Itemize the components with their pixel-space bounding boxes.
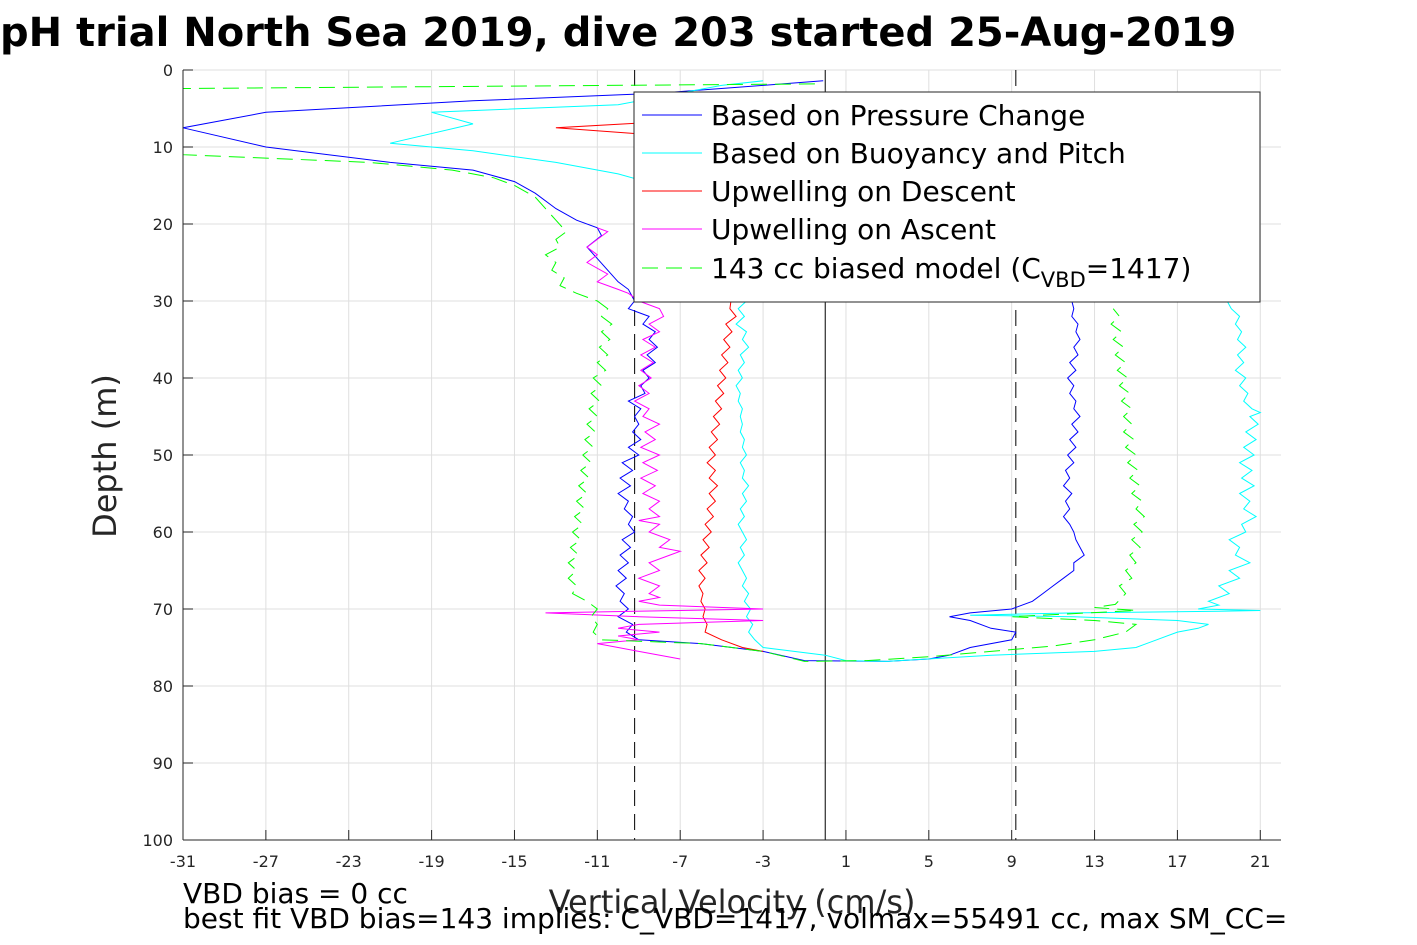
y-tick-label-4: 40 (153, 369, 173, 388)
x-tick-labels: -31 -27 -23 -19 -15 -11 -7 -3 1 5 9 13 17 21 (170, 852, 1271, 871)
note-vbd-bias: VBD bias = 0 cc (183, 877, 408, 910)
x-tick-label-8: 1 (841, 852, 851, 871)
x-tick-label-4: -15 (501, 852, 527, 871)
x-tick-label-9: 5 (924, 852, 934, 871)
y-tick-label-6: 60 (153, 523, 173, 542)
y-tick-label-1: 10 (153, 138, 173, 157)
series-line-1 (390, 80, 1262, 662)
y-tick-labels: 0 10 20 30 40 50 60 70 80 90 100 (142, 61, 173, 850)
chart-title: pH trial North Sea 2019, dive 203 starte… (0, 10, 1236, 56)
y-tick-label-5: 50 (153, 446, 173, 465)
legend-entry-4-pre: 143 cc biased model (C (711, 252, 1041, 285)
y-tick-label-7: 70 (153, 600, 173, 619)
legend-entry-4-post: =1417) (1086, 252, 1192, 285)
series-group (182, 80, 1262, 662)
legend-box (633, 91, 1261, 303)
note-best-fit: best fit VBD bias=143 implies: C_VBD=141… (183, 902, 1287, 935)
legend-entry-0: Based on Pressure Change (711, 99, 1085, 132)
legend: Based on Pressure Change Based on Buoyan… (633, 91, 1261, 303)
y-axis-label: Depth (m) (86, 374, 124, 538)
series-line-4 (182, 83, 1146, 662)
x-tick-label-11: 13 (1084, 852, 1104, 871)
x-tick-label-12: 17 (1167, 852, 1187, 871)
x-tick-label-13: 21 (1250, 852, 1270, 871)
x-tick-label-6: -7 (672, 852, 688, 871)
x-tick-label-7: -3 (755, 852, 771, 871)
legend-entry-3: Upwelling on Ascent (711, 213, 996, 246)
x-tick-label-10: 9 (1007, 852, 1017, 871)
y-tick-label-9: 90 (153, 754, 173, 773)
x-tick-label-0: -31 (170, 852, 196, 871)
y-tick-label-10: 100 (142, 831, 173, 850)
y-tick-label-2: 20 (153, 215, 173, 234)
series-line-3 (545, 227, 764, 660)
legend-entry-1: Based on Buoyancy and Pitch (711, 137, 1126, 170)
y-tick-label-8: 80 (153, 677, 173, 696)
axes (182, 69, 1281, 841)
legend-entry-4: 143 cc biased model (CVBD=1417) (711, 252, 1191, 292)
legend-entry-4-sub: VBD (1041, 268, 1086, 292)
y-tick-label-0: 0 (163, 61, 173, 80)
y-tick-label-3: 30 (153, 292, 173, 311)
x-tick-label-5: -11 (584, 852, 610, 871)
legend-entry-2: Upwelling on Descent (711, 175, 1016, 208)
x-axis-label: Vertical Velocity (cm/s) (549, 883, 916, 921)
x-tick-label-2: -23 (336, 852, 362, 871)
series-line-0 (182, 80, 1085, 662)
x-tick-label-3: -19 (419, 852, 445, 871)
x-tick-label-1: -27 (253, 852, 279, 871)
